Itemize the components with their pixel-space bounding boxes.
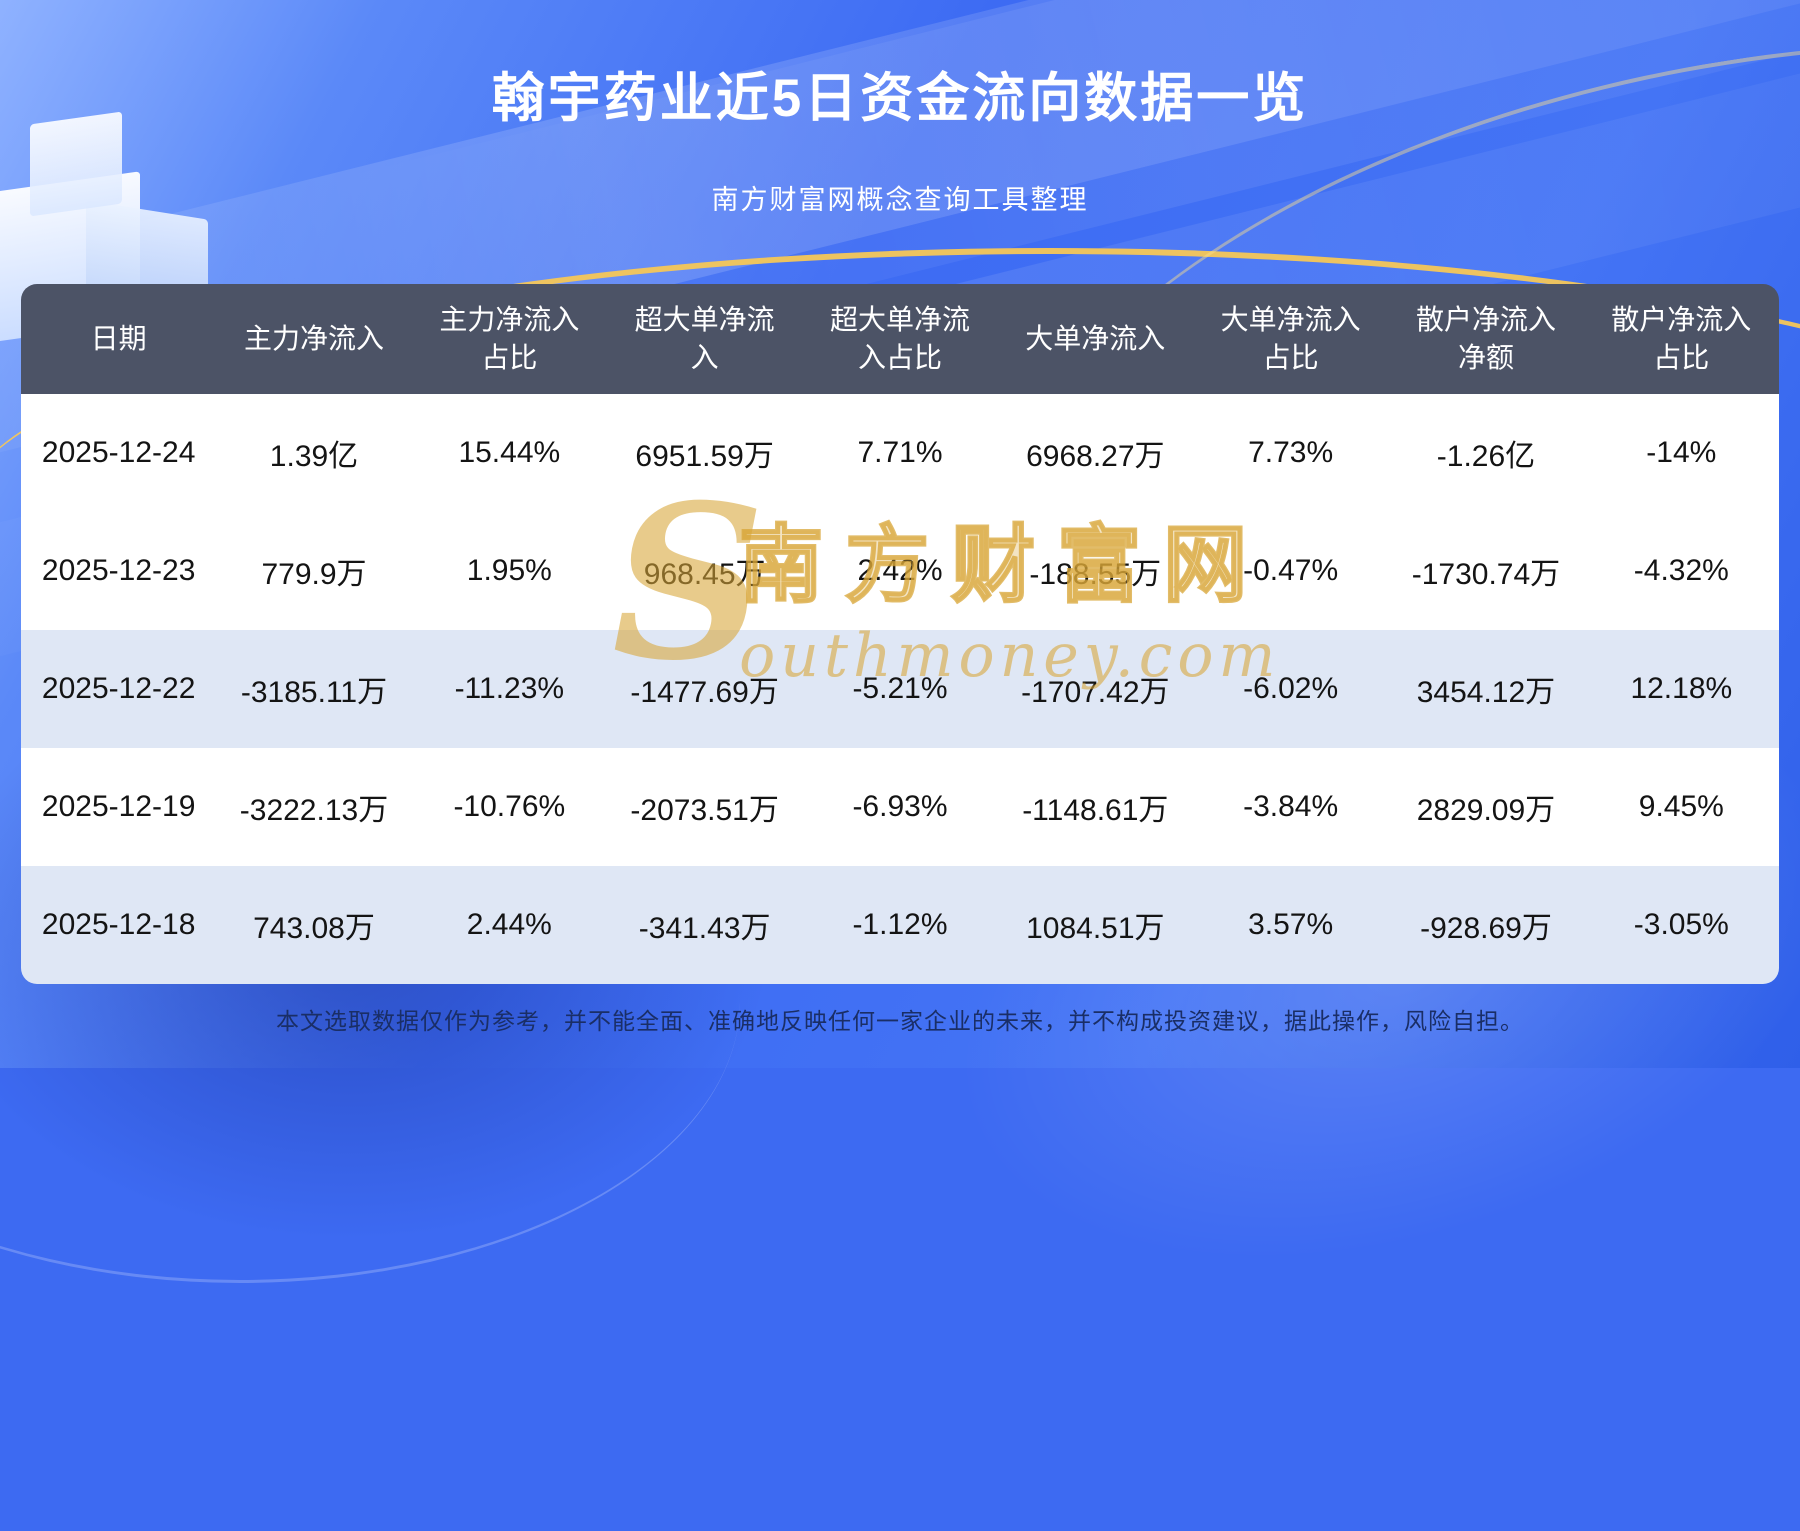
- table-cell: -4.32%: [1583, 512, 1779, 630]
- table-row: 2025-12-19 -3222.13万 -10.76% -2073.51万 -…: [21, 748, 1779, 866]
- table-cell: 779.9万: [216, 512, 412, 630]
- table-cell: 2025-12-18: [21, 866, 217, 984]
- table-cell: 743.08万: [216, 866, 412, 984]
- table-cell: 1.39亿: [216, 394, 412, 512]
- table-cell: -14%: [1583, 394, 1779, 512]
- table-cell: 2829.09万: [1388, 748, 1584, 866]
- table-cell: 2025-12-24: [21, 394, 217, 512]
- table-cell: -5.21%: [802, 630, 998, 748]
- page-title: 翰宇药业近5日资金流向数据一览: [491, 69, 1309, 128]
- column-header-main-net-inflow: 主力净流入: [216, 284, 412, 394]
- table-cell: 1084.51万: [997, 866, 1193, 984]
- table-cell: 6968.27万: [997, 394, 1193, 512]
- table-row: 2025-12-23 779.9万 1.95% 968.45万 2.42% -1…: [21, 512, 1779, 630]
- table-cell: -1.26亿: [1388, 394, 1584, 512]
- table-cell: 2025-12-22: [21, 630, 217, 748]
- table-cell: 7.73%: [1192, 394, 1389, 512]
- table-cell: 7.71%: [802, 394, 998, 512]
- table-cell: -2073.51万: [606, 748, 803, 866]
- table-cell: -1148.61万: [997, 748, 1193, 866]
- table-cell: 12.18%: [1583, 630, 1779, 748]
- table-cell: 2.44%: [411, 866, 607, 984]
- table-cell: -3.84%: [1192, 748, 1389, 866]
- table-cell: 6951.59万: [606, 394, 803, 512]
- table-cell: -1477.69万: [606, 630, 803, 748]
- gold-arc: [0, 248, 1800, 814]
- table-cell: -188.55万: [997, 512, 1193, 630]
- column-header-super-large-net-inflow-ratio: 超大单净流 入占比: [802, 284, 998, 394]
- table-cell: -6.02%: [1192, 630, 1389, 748]
- table-cell: -3222.13万: [216, 748, 412, 866]
- table-cell: 2.42%: [802, 512, 998, 630]
- table-cell: -1.12%: [802, 866, 998, 984]
- column-header-retail-net-inflow-ratio: 散户净流入 占比: [1583, 284, 1779, 394]
- disclaimer-text: 本文选取数据仅作为参考，并不能全面、准确地反映任何一家企业的未来，并不构成投资建…: [276, 1008, 1524, 1034]
- table-cell: -1730.74万: [1388, 512, 1584, 630]
- table-cell: 1.95%: [411, 512, 607, 630]
- table-cell: 968.45万: [606, 512, 803, 630]
- table-cell: -0.47%: [1192, 512, 1389, 630]
- column-header-retail-net-inflow: 散户净流入 净额: [1388, 284, 1584, 394]
- table-header-row: 日期 主力净流入 主力净流入 占比 超大单净流 入 超大单净流 入占比 大单净流…: [21, 284, 1779, 394]
- column-header-date: 日期: [21, 284, 217, 394]
- table-cell: 3.57%: [1192, 866, 1389, 984]
- column-header-large-net-inflow: 大单净流入: [997, 284, 1193, 394]
- table-cell: -3185.11万: [216, 630, 412, 748]
- column-header-main-net-inflow-ratio: 主力净流入 占比: [411, 284, 607, 394]
- table-cell: -341.43万: [606, 866, 803, 984]
- table-row: 2025-12-18 743.08万 2.44% -341.43万 -1.12%…: [21, 866, 1779, 984]
- table-cell: 2025-12-19: [21, 748, 217, 866]
- table-cell: 15.44%: [411, 394, 607, 512]
- table-cell: 2025-12-23: [21, 512, 217, 630]
- table-row: 2025-12-22 -3185.11万 -11.23% -1477.69万 -…: [21, 630, 1779, 748]
- table-cell: -10.76%: [411, 748, 607, 866]
- table-cell: -6.93%: [802, 748, 998, 866]
- column-header-large-net-inflow-ratio: 大单净流入 占比: [1192, 284, 1389, 394]
- table-cell: -3.05%: [1583, 866, 1779, 984]
- table-cell: -11.23%: [411, 630, 607, 748]
- table-cell: 9.45%: [1583, 748, 1779, 866]
- table-cell: 3454.12万: [1388, 630, 1584, 748]
- column-header-super-large-net-inflow: 超大单净流 入: [606, 284, 803, 394]
- table-cell: -928.69万: [1388, 866, 1584, 984]
- table-cell: -1707.42万: [997, 630, 1193, 748]
- page-subtitle: 南方财富网概念查询工具整理: [711, 185, 1089, 215]
- table-row: 2025-12-24 1.39亿 15.44% 6951.59万 7.71% 6…: [21, 394, 1779, 512]
- fund-flow-table: 日期 主力净流入 主力净流入 占比 超大单净流 入 超大单净流 入占比 大单净流…: [21, 284, 1779, 984]
